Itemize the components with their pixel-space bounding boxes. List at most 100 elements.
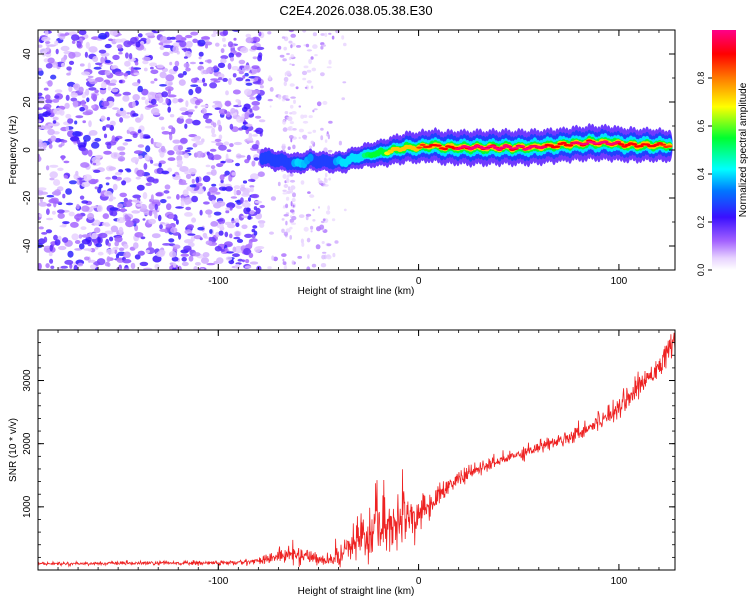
noise-speckle — [298, 136, 301, 139]
noise-speckle — [172, 97, 179, 104]
noise-speckle — [282, 261, 287, 265]
noise-speckle — [117, 156, 126, 162]
colorbar: 0.0 0.2 0.4 0.6 0.8 Normalized spectral ampl… — [696, 30, 749, 276]
noise-speckle — [98, 232, 108, 239]
noise-speckle — [242, 75, 246, 79]
noise-speckle — [231, 66, 239, 71]
noise-speckle — [185, 67, 191, 72]
noise-speckle — [185, 206, 192, 211]
noise-speckle — [321, 254, 326, 260]
noise-speckle — [48, 251, 53, 257]
noise-speckle — [227, 63, 232, 70]
noise-speckle — [154, 263, 160, 270]
spectrogram-axes: -100 0 100 -40 -20 0 20 40 — [22, 29, 675, 287]
noise-speckle — [180, 137, 188, 144]
noise-speckle — [288, 135, 294, 139]
noise-speckle — [184, 123, 188, 129]
noise-speckle — [290, 44, 293, 49]
noise-speckle — [323, 177, 327, 182]
noise-speckle — [200, 267, 205, 270]
signal-ridge-cell — [666, 145, 673, 148]
noise-speckle — [123, 267, 130, 270]
signal-ridge-cell — [489, 145, 497, 148]
noise-speckle — [45, 94, 51, 100]
noise-speckle — [181, 256, 187, 262]
noise-speckle — [312, 44, 318, 49]
noise-speckle — [38, 187, 47, 191]
noise-speckle — [218, 230, 224, 236]
noise-speckle — [102, 213, 110, 220]
noise-speckle — [169, 251, 177, 258]
noise-speckle — [207, 214, 212, 218]
noise-speckle — [234, 263, 240, 269]
noise-speckle — [42, 125, 51, 130]
noise-speckle — [252, 225, 258, 229]
noise-speckle — [130, 157, 140, 163]
noise-speckle — [65, 188, 72, 195]
noise-speckle — [285, 196, 290, 201]
noise-speckle — [232, 246, 237, 253]
noise-speckle — [195, 176, 200, 183]
signal-ridge-cell — [467, 148, 474, 151]
signal-ridge-cell — [582, 142, 590, 145]
noise-speckle — [61, 155, 65, 161]
signal-ridge-cell — [464, 145, 471, 148]
noise-speckle — [213, 211, 222, 216]
noise-speckle — [247, 178, 256, 182]
colorbar-tick-label: 0.4 — [696, 168, 706, 181]
noise-speckle — [255, 127, 264, 134]
noise-speckle — [245, 33, 252, 38]
noise-speckle — [246, 207, 251, 212]
noise-speckle — [223, 44, 227, 48]
noise-speckle — [116, 267, 122, 270]
noise-speckle — [119, 117, 124, 123]
noise-speckle — [112, 107, 119, 110]
noise-speckle — [160, 222, 165, 225]
signal-ridge-cell — [637, 144, 644, 148]
noise-speckle — [122, 115, 131, 119]
signal-ridge-cell — [483, 147, 490, 150]
noise-speckle — [251, 89, 261, 94]
noise-speckle — [287, 174, 290, 178]
noise-speckle — [119, 151, 126, 156]
noise-speckle — [88, 120, 92, 128]
noise-speckle — [251, 65, 260, 69]
noise-speckle — [298, 214, 305, 219]
noise-speckle — [150, 194, 154, 202]
noise-speckle — [188, 114, 192, 118]
noise-speckle — [65, 113, 72, 119]
noise-speckle — [257, 171, 265, 177]
noise-speckle — [249, 96, 256, 100]
noise-speckle — [82, 111, 93, 116]
noise-speckle — [192, 252, 201, 257]
noise-speckle — [202, 175, 211, 183]
noise-speckle — [302, 134, 308, 139]
noise-speckle — [45, 165, 50, 171]
noise-speckle — [303, 226, 309, 232]
noise-speckle — [251, 193, 260, 199]
noise-speckle — [108, 198, 114, 202]
noise-speckle — [122, 142, 129, 146]
noise-speckle — [283, 81, 287, 87]
noise-speckle — [159, 151, 165, 158]
noise-speckle — [155, 251, 165, 258]
noise-speckle — [127, 199, 133, 203]
noise-speckle — [206, 67, 210, 74]
noise-speckle — [282, 127, 288, 132]
noise-speckle — [61, 139, 68, 143]
noise-speckle — [137, 250, 145, 256]
noise-speckle — [220, 179, 224, 184]
noise-speckle — [232, 253, 240, 258]
noise-speckle — [148, 210, 153, 217]
noise-speckle — [179, 166, 189, 173]
noise-speckle — [236, 238, 244, 243]
noise-speckle — [106, 142, 112, 149]
noise-speckle — [70, 221, 79, 228]
noise-speckle — [38, 226, 44, 230]
noise-speckle — [230, 57, 234, 62]
noise-speckle — [68, 60, 75, 65]
noise-speckle — [224, 109, 228, 114]
noise-speckle — [249, 108, 253, 113]
x-tick-label: -100 — [208, 276, 228, 287]
noise-speckle — [110, 79, 118, 84]
